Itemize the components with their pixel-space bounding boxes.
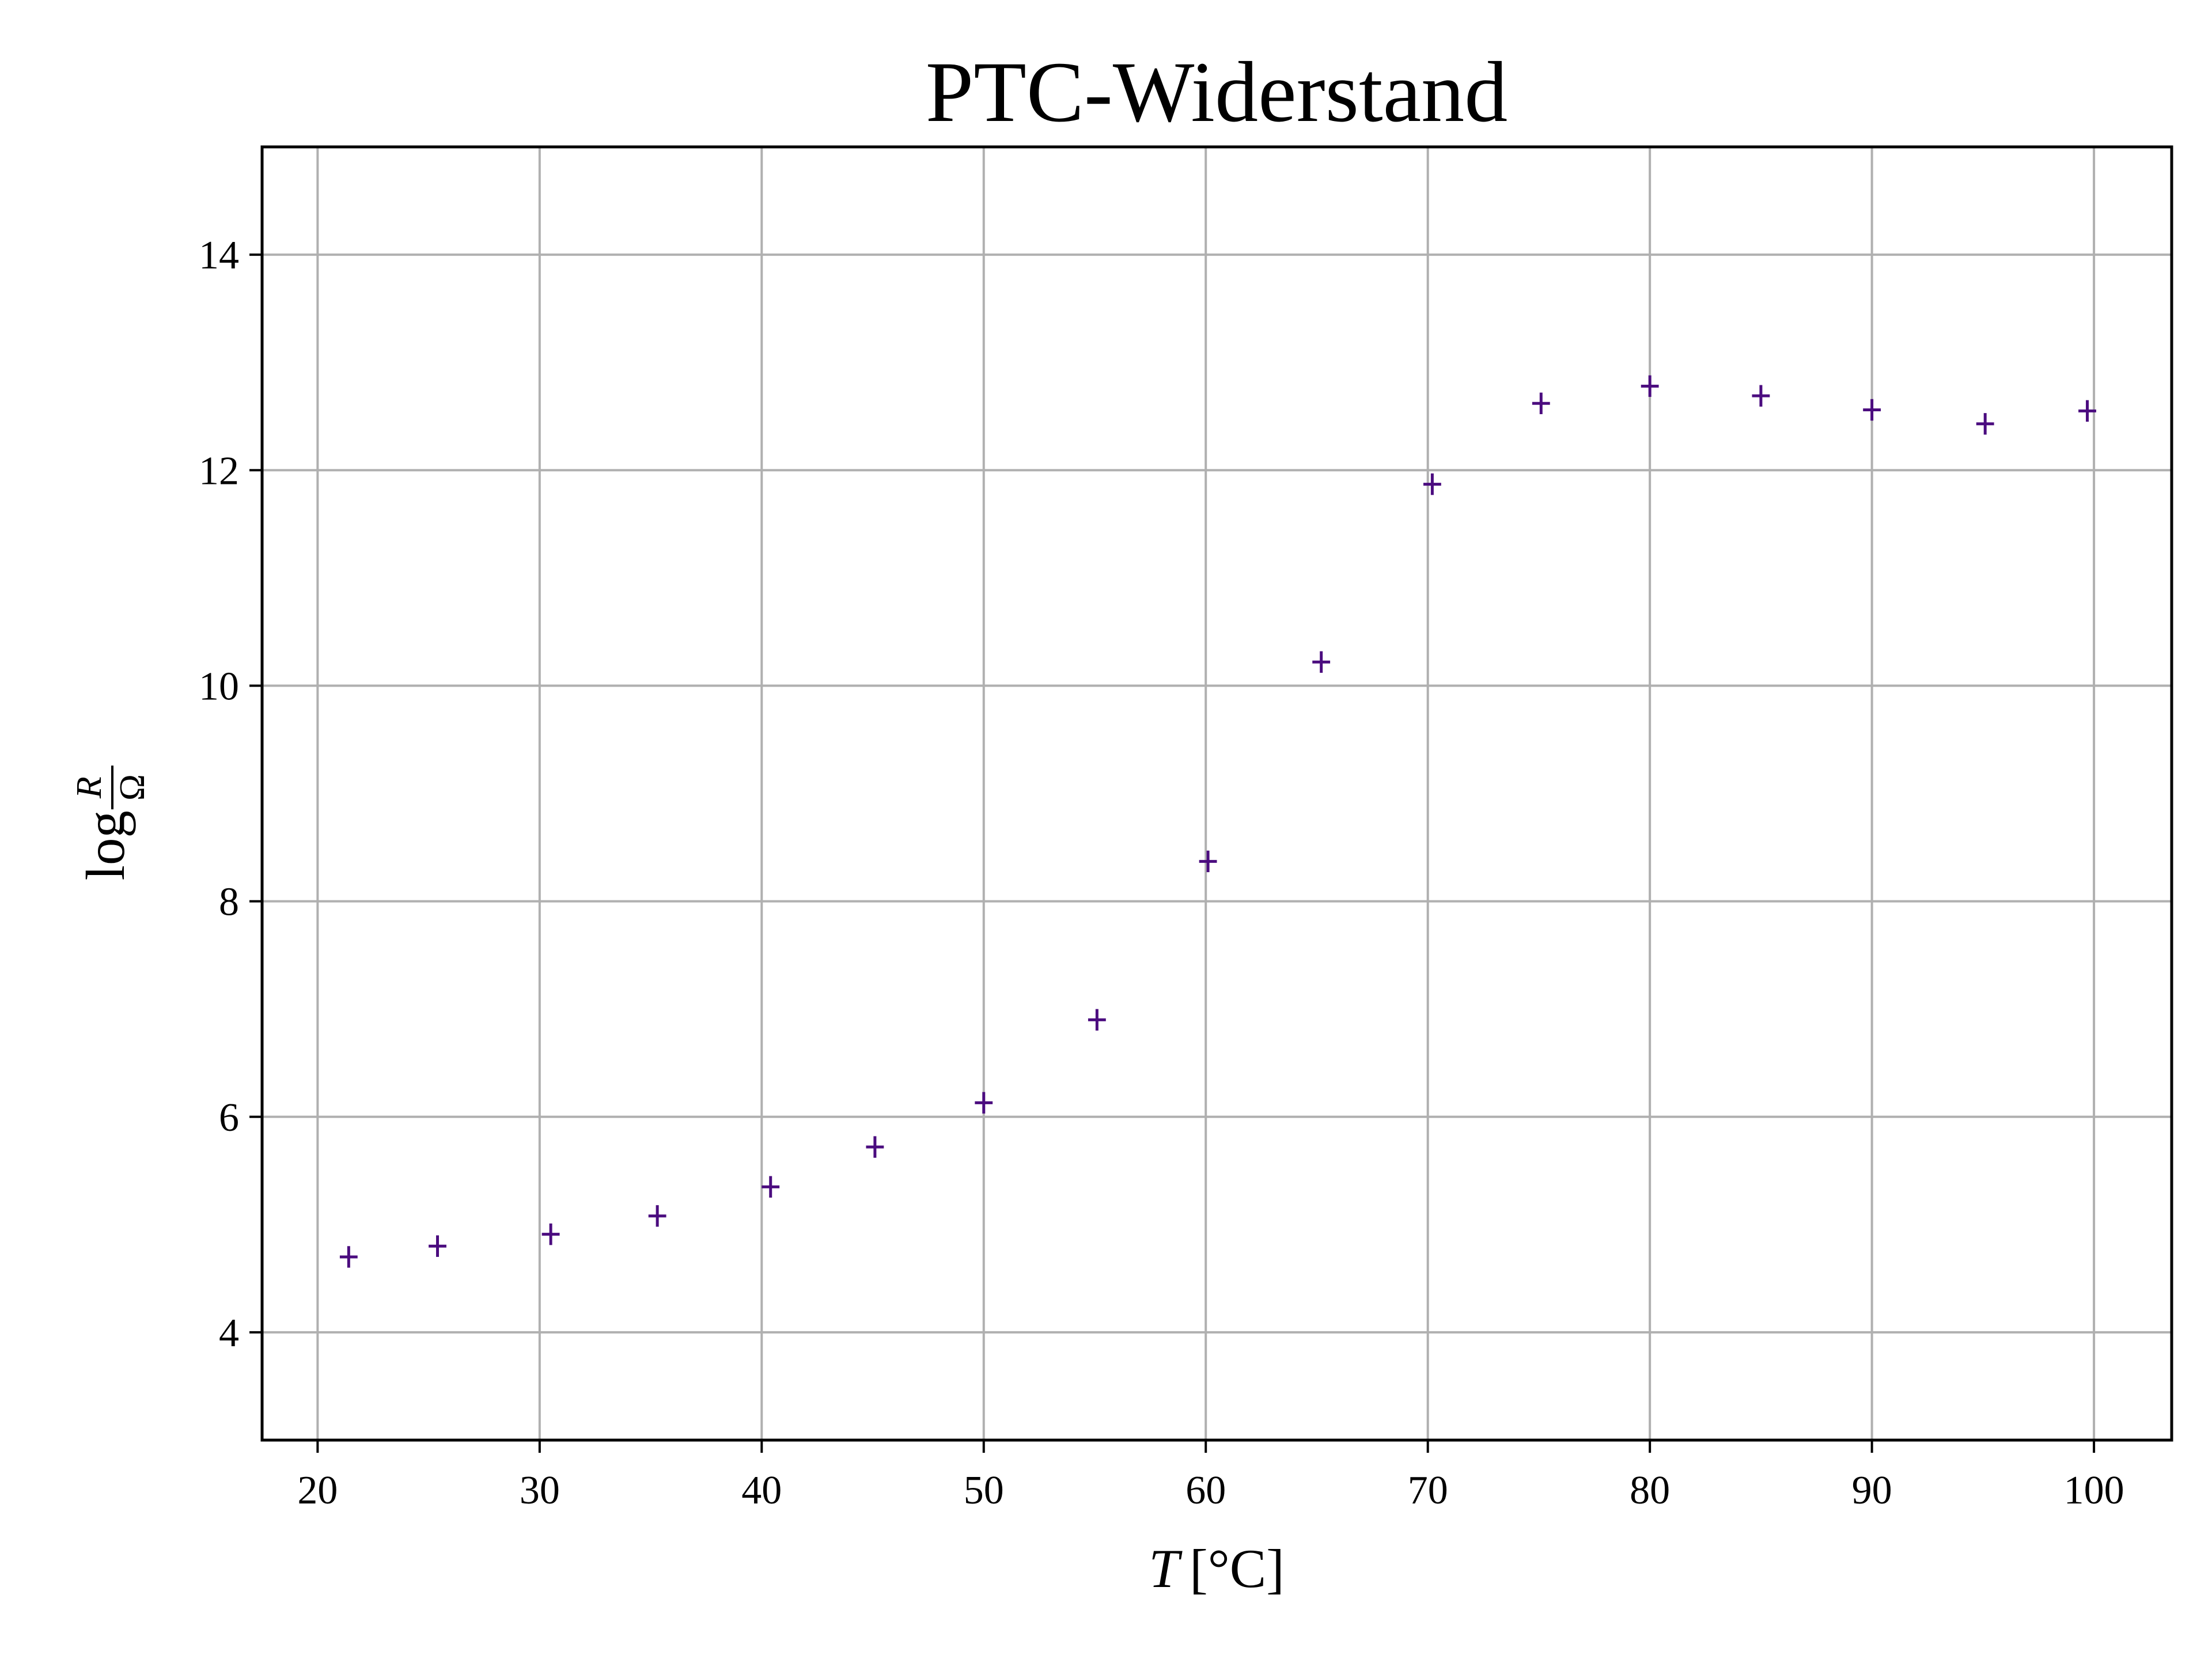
data-point: [2078, 400, 2096, 422]
data-point: [975, 1092, 993, 1114]
y-tick-label: 12: [199, 449, 239, 493]
y-tick-label: 4: [219, 1311, 239, 1355]
x-tick-label: 20: [297, 1468, 338, 1513]
x-tick-label: 70: [1408, 1468, 1448, 1513]
data-point: [339, 1246, 358, 1268]
x-tick-label: 80: [1630, 1468, 1670, 1513]
plot-frame: [260, 145, 2173, 1442]
y-axis-numerator: R: [70, 777, 109, 799]
data-point: [648, 1205, 666, 1227]
data-point: [762, 1176, 780, 1198]
x-tick-label: 90: [1852, 1468, 1892, 1513]
data-point: [866, 1136, 884, 1158]
data-point: [429, 1235, 446, 1257]
grid: [262, 147, 2172, 1440]
data-point: [1641, 375, 1659, 397]
data-point: [1532, 392, 1550, 414]
y-tick-label: 6: [219, 1096, 239, 1140]
chart-title: PTC-Widerstand: [926, 44, 1508, 140]
y-axis-log: log: [75, 810, 136, 880]
x-tick-label: 100: [2064, 1468, 2124, 1513]
y-tick-label: 8: [219, 880, 239, 925]
x-tick-label: 50: [964, 1468, 1004, 1513]
x-tick-label: 60: [1185, 1468, 1226, 1513]
x-axis-label: T [°C]: [1149, 1538, 1284, 1599]
data-point: [1088, 1009, 1106, 1031]
data-point: [1863, 399, 1881, 421]
data-point: [1423, 473, 1441, 495]
y-axis-denominator: Ω: [113, 774, 152, 801]
x-axis-unit: [°C]: [1190, 1538, 1285, 1599]
y-axis-label: log R Ω: [70, 766, 152, 880]
data-point: [1976, 413, 1994, 435]
data-point: [1752, 385, 1770, 407]
data-points: [339, 375, 2096, 1268]
axis-ticks: 20 30 40 50 60 70 80 90 100 4 6 8 10 12 14: [199, 233, 2124, 1513]
data-point: [1312, 651, 1331, 673]
y-tick-label: 10: [199, 664, 239, 709]
x-tick-label: 30: [520, 1468, 560, 1513]
x-tick-label: 40: [741, 1468, 782, 1513]
data-point: [541, 1223, 560, 1245]
y-tick-label: 14: [199, 233, 239, 278]
data-point: [1199, 850, 1217, 873]
x-axis-variable: T: [1149, 1538, 1183, 1599]
